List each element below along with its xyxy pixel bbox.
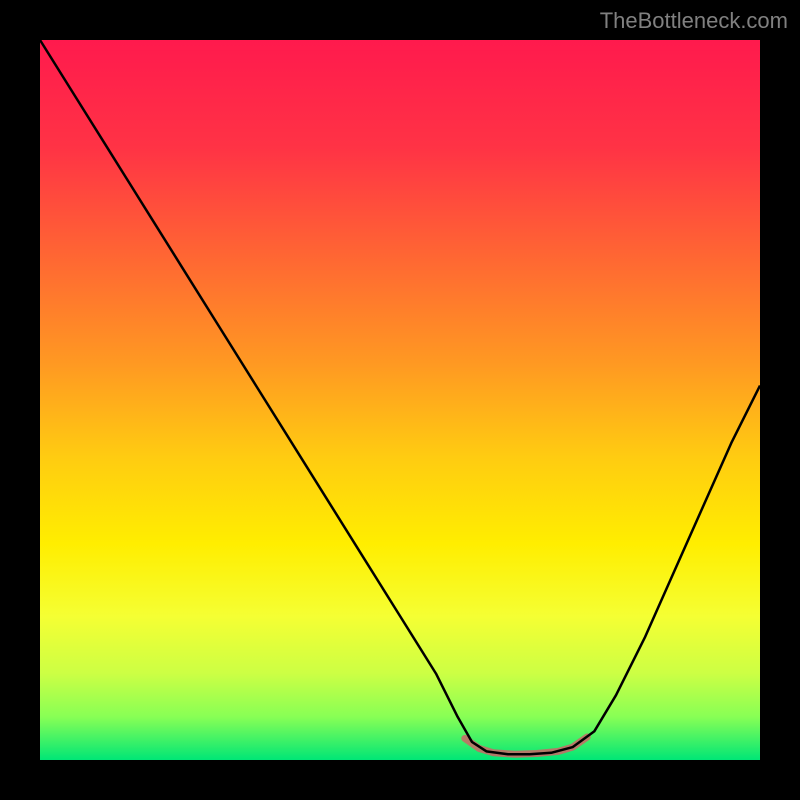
chart-gradient-background <box>40 40 760 760</box>
watermark-text: TheBottleneck.com <box>600 8 788 34</box>
bottleneck-chart <box>0 0 800 800</box>
chart-container: TheBottleneck.com <box>0 0 800 800</box>
